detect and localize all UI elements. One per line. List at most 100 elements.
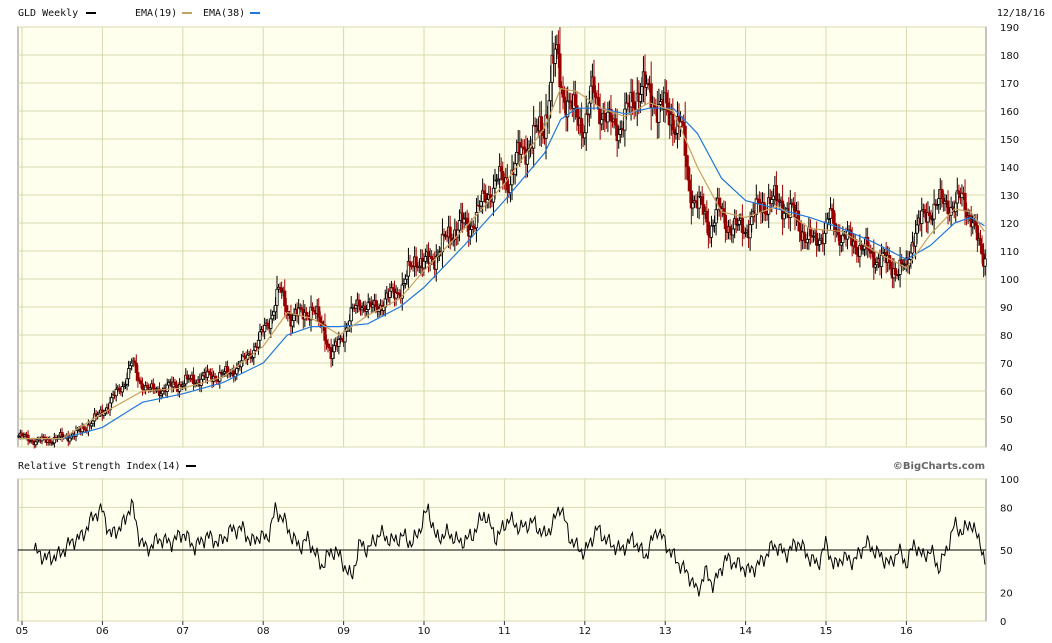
x-tick-label: 15: [820, 626, 833, 637]
price-y-axis: 40 50 60 70 80 90 100 110 120 130 140 150 160 170 180 1…: [1000, 23, 1019, 454]
price-candle-body: [284, 305, 288, 312]
price-candle-body: [600, 119, 604, 125]
price-candle-body: [508, 184, 513, 193]
price-candle-body: [832, 210, 836, 224]
x-tick-label: 12: [578, 626, 591, 637]
price-y-tick-label: 90: [1000, 303, 1013, 314]
price-candle-body: [225, 366, 230, 373]
price-candle-body: [740, 217, 744, 233]
price-candle-body: [174, 384, 179, 388]
price-y-tick-label: 180: [1000, 51, 1019, 62]
header-ema2-label: EMA(38): [203, 8, 245, 19]
price-candle-body: [283, 290, 287, 307]
price-candle-body: [558, 53, 562, 88]
price-candle-body: [750, 216, 754, 226]
x-tick-label: 09: [337, 626, 350, 637]
price-y-tick-label: 140: [1000, 163, 1019, 174]
price-y-tick-label: 60: [1000, 387, 1013, 398]
price-candle-body: [770, 199, 774, 205]
price-candle-body: [331, 351, 335, 359]
price-candle-body: [561, 88, 565, 98]
x-axis: 05 06 07 08 09 10 11 12 13 14 15 16: [16, 621, 913, 637]
price-candle-body: [160, 390, 165, 395]
price-candle-body: [737, 219, 741, 225]
price-candle-body: [310, 306, 315, 311]
price-candle-body: [583, 132, 587, 139]
price-candle-body: [802, 231, 806, 241]
rsi-y-tick-label: 100: [1000, 475, 1019, 486]
rsi-y-axis: 0 20 50 80 100: [1000, 475, 1019, 628]
price-candle-body: [631, 91, 635, 103]
price-candle-body: [915, 224, 919, 234]
price-candle-body: [136, 372, 140, 381]
price-candle-body: [575, 105, 579, 118]
price-candles: [17, 27, 987, 449]
price-candle-body: [515, 151, 519, 165]
price-candle-body: [940, 188, 944, 199]
legend-swatch-ema19: [182, 12, 192, 14]
price-candle-body: [927, 212, 932, 217]
price-candle-body: [337, 339, 341, 347]
price-candle-body: [889, 261, 893, 269]
price-candle-body: [957, 190, 961, 195]
price-candle-body: [731, 228, 735, 236]
price-candle-body: [879, 255, 884, 267]
price-candle-body: [273, 304, 278, 313]
x-tick-label: 14: [739, 626, 752, 637]
price-candle-body: [414, 256, 418, 267]
price-y-tick-label: 130: [1000, 191, 1019, 202]
price-candle-body: [317, 306, 321, 318]
price-candle-body: [258, 331, 262, 341]
price-candle-body: [657, 104, 661, 123]
price-candle-body: [623, 108, 627, 131]
price-candle-body: [270, 314, 274, 320]
price-candle-body: [980, 244, 984, 255]
x-tick-label: 10: [418, 626, 431, 637]
price-candle-body: [405, 275, 409, 280]
price-candle-body: [134, 362, 138, 373]
price-candle-body: [272, 311, 276, 316]
ema38-line: [18, 107, 985, 440]
price-candle-body: [658, 101, 663, 105]
x-tick-label: 11: [498, 626, 511, 637]
price-candle-body: [201, 375, 205, 380]
ema19-line: [18, 87, 985, 440]
price-candle-body: [700, 196, 704, 205]
price-candle-body: [686, 166, 690, 181]
price-candle-body: [109, 397, 114, 404]
price-y-tick-label: 170: [1000, 79, 1019, 90]
price-candle-body: [479, 201, 483, 207]
price-candle-body: [388, 290, 392, 298]
price-candle-body: [754, 198, 758, 215]
price-y-tick-label: 40: [1000, 443, 1013, 454]
price-candle-body: [893, 268, 898, 276]
price-candle-body: [324, 339, 329, 345]
price-candle-body: [937, 198, 941, 205]
price-candle-body: [128, 365, 132, 370]
price-candle-body: [140, 383, 145, 390]
price-candle-body: [728, 226, 732, 233]
price-candle-body: [422, 260, 426, 269]
x-tick-label: 08: [257, 626, 270, 637]
price-y-tick-label: 120: [1000, 219, 1019, 230]
price-candle-body: [665, 92, 669, 104]
price-candle-body: [91, 420, 95, 425]
price-candle-body: [126, 368, 131, 380]
x-tick-label: 13: [659, 626, 672, 637]
price-candle-body: [606, 111, 610, 123]
price-candle-body: [34, 441, 38, 446]
price-candle-body: [165, 384, 169, 392]
price-candle-body: [125, 378, 129, 385]
legend-swatch-price: [86, 12, 96, 14]
price-candle-body: [139, 380, 143, 385]
price-candle-body: [562, 96, 567, 103]
price-y-tick-label: 100: [1000, 275, 1019, 286]
price-candle-body: [326, 343, 330, 348]
price-candle-body: [632, 101, 636, 109]
price-candle-body: [913, 232, 918, 247]
price-candle-body: [638, 94, 642, 102]
price-candle-body: [853, 240, 857, 248]
price-candle-body: [923, 209, 927, 214]
price-candle-body: [151, 383, 155, 389]
legend-swatch-ema38: [250, 12, 260, 14]
